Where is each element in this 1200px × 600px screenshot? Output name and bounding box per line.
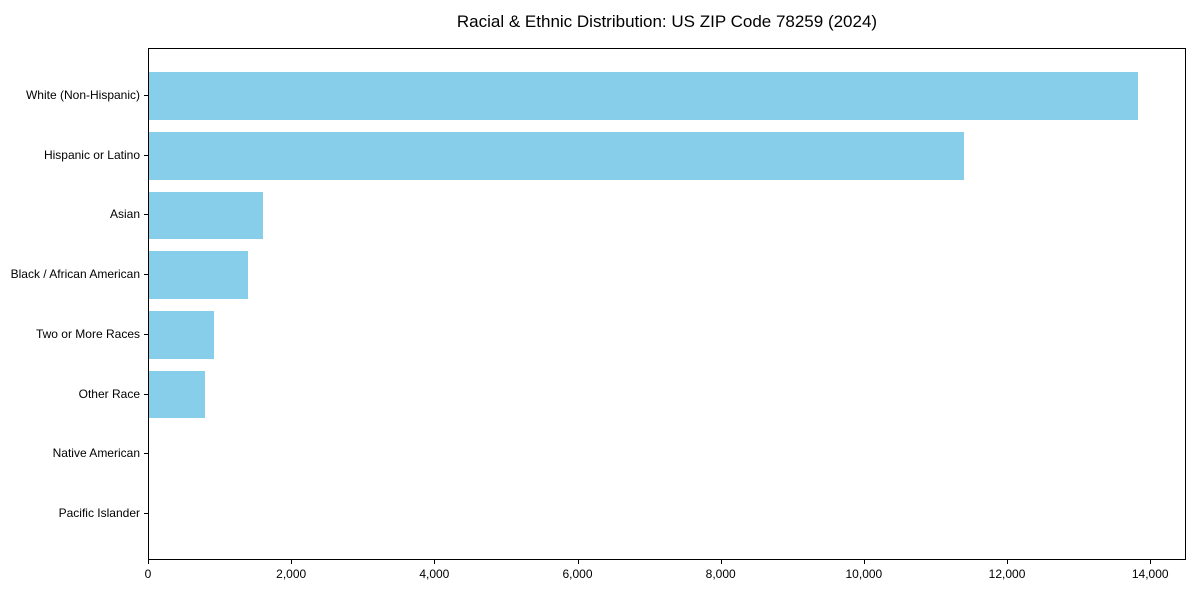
y-tick-label: Other Race bbox=[78, 386, 140, 401]
y-tick-mark bbox=[144, 274, 148, 276]
y-tick-mark bbox=[144, 154, 148, 156]
y-tick-label: White (Non-Hispanic) bbox=[25, 88, 140, 103]
x-tick-mark bbox=[1150, 560, 1152, 564]
x-tick-label: 4,000 bbox=[419, 567, 450, 581]
x-tick-label: 8,000 bbox=[705, 567, 736, 581]
x-tick-label: 10,000 bbox=[845, 567, 883, 581]
x-tick-mark bbox=[577, 560, 579, 564]
plot-area bbox=[148, 48, 1186, 560]
y-tick-mark bbox=[144, 512, 148, 514]
x-tick-mark bbox=[863, 560, 865, 564]
bar-asian bbox=[149, 191, 263, 240]
x-tick-label: 12,000 bbox=[988, 567, 1026, 581]
bar-black-african-american bbox=[149, 251, 249, 300]
y-tick-mark bbox=[144, 214, 148, 216]
x-tick-label: 0 bbox=[144, 567, 152, 581]
x-tick-mark bbox=[1007, 560, 1009, 564]
y-tick-mark bbox=[144, 95, 148, 97]
bar-other-race bbox=[149, 370, 205, 419]
y-tick-label: Pacific Islander bbox=[58, 505, 140, 520]
x-tick-mark bbox=[720, 560, 722, 564]
y-tick-mark bbox=[144, 333, 148, 335]
bar-two-or-more-races bbox=[149, 310, 215, 359]
x-tick-label: 6,000 bbox=[562, 567, 593, 581]
x-tick-mark bbox=[291, 560, 293, 564]
y-tick-label: Black / African American bbox=[10, 267, 140, 282]
y-tick-label: Asian bbox=[109, 207, 140, 222]
y-tick-label: Hispanic or Latino bbox=[43, 147, 140, 162]
x-tick-mark bbox=[434, 560, 436, 564]
x-tick-label: 2,000 bbox=[276, 567, 307, 581]
y-tick-mark bbox=[144, 453, 148, 455]
x-tick-mark bbox=[148, 560, 149, 564]
bar-white-non-hispanic bbox=[149, 72, 1139, 120]
bar-hispanic-or-latino bbox=[149, 131, 965, 180]
y-tick-mark bbox=[144, 393, 148, 395]
y-tick-label: Native American bbox=[52, 446, 140, 461]
chart-title: Racial & Ethnic Distribution: US ZIP Cod… bbox=[456, 12, 878, 31]
x-tick-label: 14,000 bbox=[1131, 567, 1169, 581]
y-tick-label: Two or More Races bbox=[35, 326, 140, 341]
